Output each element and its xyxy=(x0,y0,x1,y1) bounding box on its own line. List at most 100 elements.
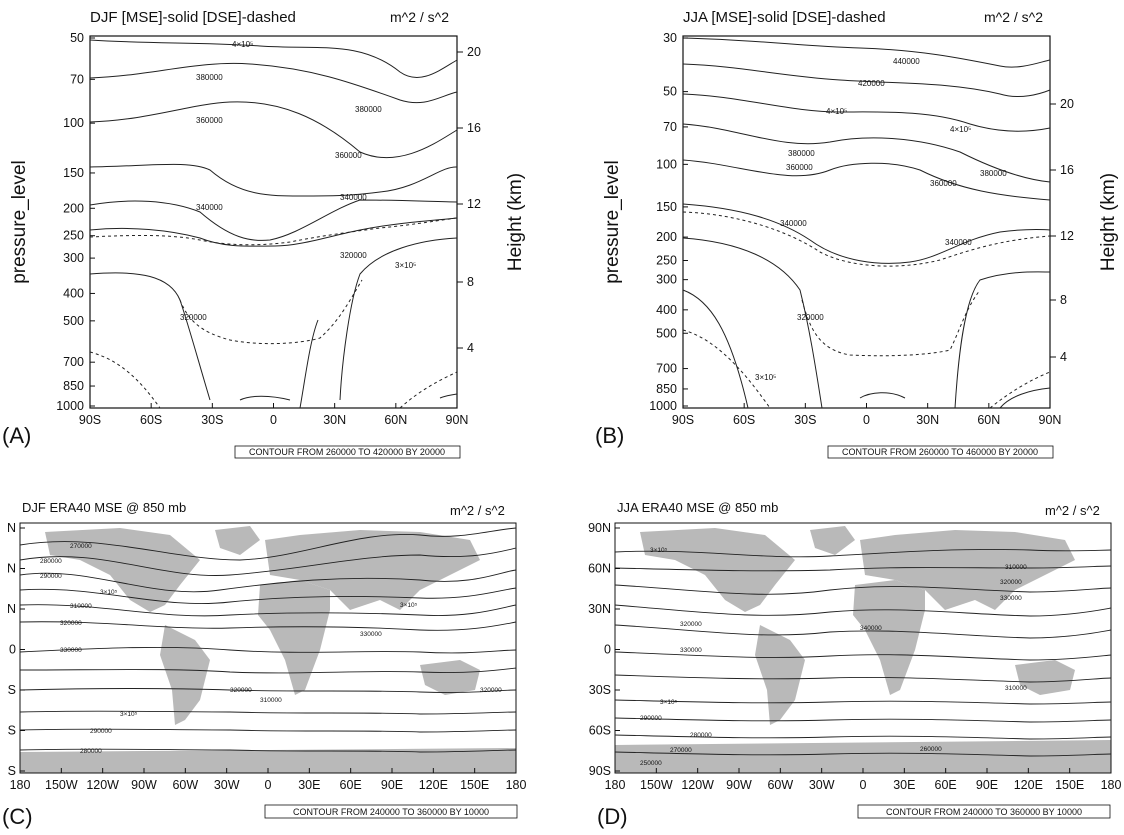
contour-label: 310000 xyxy=(1005,685,1027,692)
lat-tick-label: 60N xyxy=(588,562,611,576)
height-tick-label: 8 xyxy=(1060,293,1067,307)
x-tick-label: 90N xyxy=(446,413,469,427)
contour-label: 360000 xyxy=(930,179,957,188)
contour-line-dashed xyxy=(399,371,458,409)
contour-label: 330000 xyxy=(60,647,82,654)
x-tick-label: 60S xyxy=(733,413,755,427)
x-tick-label: 120E xyxy=(419,778,448,792)
antarctica-land xyxy=(20,748,516,773)
contour-label: 420000 xyxy=(858,79,885,88)
contour-label: 330000 xyxy=(1000,595,1022,602)
contour-line xyxy=(19,604,517,617)
x-tick-label: 30S xyxy=(201,413,223,427)
contour-line xyxy=(89,39,458,78)
contour-label: 3×10⁵ xyxy=(100,589,118,596)
contour-label: 280000 xyxy=(40,558,62,565)
pressure-tick-label: 50 xyxy=(663,85,677,99)
panel-b-height-ticks: 20 16 12 8 4 xyxy=(1050,97,1074,364)
contour-label: 360000 xyxy=(335,151,362,160)
x-tick-label: 60N xyxy=(384,413,407,427)
panel-b-pressure-ticks: 30 50 70 100 150 200 250 300 400 500 700 850 1000 xyxy=(649,31,688,413)
africa-land xyxy=(258,580,330,695)
panel-d-lat-ticks: 90N 60N 30N 0 30S 60S 90S xyxy=(588,521,620,778)
contour-label: 380000 xyxy=(788,149,815,158)
panel-a-footer-box xyxy=(234,445,461,459)
contour-label: 270000 xyxy=(70,543,92,550)
x-tick-label: 180 xyxy=(506,778,527,792)
contour-label: 360000 xyxy=(786,163,813,172)
lat-tick-label: 90N xyxy=(588,521,611,535)
pressure-tick-label: 850 xyxy=(63,379,84,393)
contour-label: 440000 xyxy=(893,57,920,66)
panel-a-units: m^2 / s^2 xyxy=(390,9,449,25)
pressure-tick-label: 850 xyxy=(656,382,677,396)
x-tick-label: 180 xyxy=(605,778,626,792)
contour-line xyxy=(19,569,517,593)
x-tick-label: 60E xyxy=(935,778,957,792)
x-tick-label: 0 xyxy=(863,413,870,427)
contour-line xyxy=(859,392,906,399)
panel-b-footer: CONTOUR FROM 260000 TO 460000 BY 20000 xyxy=(842,447,1038,457)
panel-b-contours xyxy=(682,37,1051,409)
x-tick-label: 90S xyxy=(672,413,694,427)
pressure-tick-label: 500 xyxy=(656,326,677,340)
contour-label: 310000 xyxy=(1005,564,1027,571)
eurasia-land xyxy=(265,530,480,610)
contour-line xyxy=(614,734,1112,740)
height-tick-label: 16 xyxy=(1060,163,1074,177)
pressure-tick-label: 200 xyxy=(656,230,677,244)
contour-line xyxy=(89,272,211,401)
panel-a-ylabel: pressure_level xyxy=(9,160,30,284)
australia-land xyxy=(1015,660,1075,695)
panel-d-letter: (D) xyxy=(597,804,628,829)
height-tick-label: 16 xyxy=(467,121,481,135)
contour-line xyxy=(614,751,1112,757)
contour-label: 4×10⁵ xyxy=(232,40,253,49)
panel-d-contour-labels: 3×10⁵ 310000 320000 330000 340000 330000… xyxy=(640,547,1027,767)
contour-label: 340000 xyxy=(945,238,972,247)
contour-label: 320000 xyxy=(480,687,502,694)
pressure-tick-label: 70 xyxy=(70,72,84,86)
contour-line xyxy=(682,289,749,409)
contour-line-dashed xyxy=(801,289,981,357)
panel-d-footer: CONTOUR FROM 240000 TO 360000 BY 10000 xyxy=(886,807,1082,817)
contour-line xyxy=(89,62,458,104)
pressure-tick-label: 100 xyxy=(63,116,84,130)
pressure-tick-label: 400 xyxy=(656,303,677,317)
x-tick-label: 30W xyxy=(809,778,835,792)
x-tick-label: 60W xyxy=(172,778,198,792)
contour-label: 380000 xyxy=(980,169,1007,178)
south-america-land xyxy=(160,625,210,725)
contour-label: 3×10⁵ xyxy=(120,711,138,718)
x-tick-label: 90S xyxy=(79,413,101,427)
contour-line xyxy=(614,604,1112,617)
contour-line xyxy=(19,527,517,561)
x-tick-label: 150W xyxy=(640,778,673,792)
contour-label: 3×10⁵ xyxy=(400,602,418,609)
contour-label: 320000 xyxy=(180,313,207,322)
pressure-tick-label: 1000 xyxy=(56,399,84,413)
pressure-tick-label: 300 xyxy=(63,251,84,265)
panel-c-land xyxy=(20,526,516,773)
x-tick-label: 90N xyxy=(1039,413,1062,427)
contour-line xyxy=(614,584,1112,595)
pressure-tick-label: 150 xyxy=(656,200,677,214)
pressure-tick-label: 150 xyxy=(63,166,84,180)
lat-tick-label: S xyxy=(8,764,16,778)
contour-label: 4×10⁵ xyxy=(950,125,971,134)
panel-b-title: JJA [MSE]-solid [DSE]-dashed xyxy=(683,9,886,26)
lat-tick-label: N xyxy=(7,521,16,535)
contour-label: 380000 xyxy=(196,73,223,82)
panel-b-contour-labels: 440000 420000 4×10⁵ 4×10⁵ 380000 380000 … xyxy=(755,57,1007,382)
x-tick-label: 0 xyxy=(270,413,277,427)
contour-line xyxy=(614,565,1112,572)
contour-label: 340000 xyxy=(196,203,223,212)
panel-a-pressure-ticks: 50 70 100 150 200 250 300 400 500 700 850 1000 xyxy=(56,31,95,413)
contour-label: 3×10⁵ xyxy=(660,699,678,706)
panel-c-contour-labels: 270000 280000 290000 3×10⁵ 310000 320000… xyxy=(40,543,502,755)
contour-line-dashed xyxy=(682,211,1051,267)
pressure-tick-label: 1000 xyxy=(649,399,677,413)
x-tick-label: 150E xyxy=(460,778,489,792)
pressure-tick-label: 300 xyxy=(656,273,677,287)
